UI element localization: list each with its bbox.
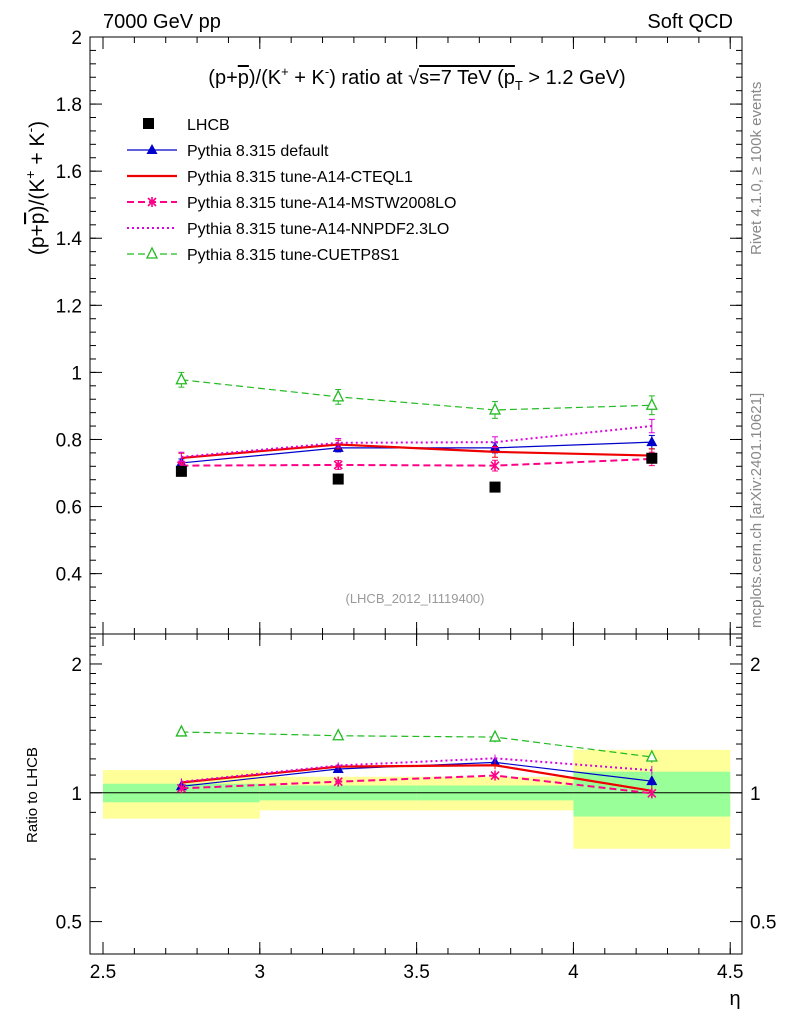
y-tick-label: 1.8 (56, 95, 82, 116)
y-tick-label: 1.6 (56, 162, 82, 183)
x-tick-label: 4.5 (717, 962, 743, 983)
legend-marker-0 (146, 144, 158, 154)
ratio-plot-marks (175, 724, 658, 799)
ratio-line-2 (181, 774, 652, 795)
ratio-point (647, 788, 657, 799)
ratio-point (332, 728, 345, 741)
ratio-frame (89, 633, 743, 955)
ratio-point (333, 776, 343, 787)
legend-label-0: Pythia 8.315 default (187, 143, 329, 160)
data-point-lhcb (646, 452, 658, 464)
ratio-line-3 (181, 757, 652, 783)
series-line-4 (181, 379, 652, 411)
data-point-lhcb (332, 473, 344, 485)
legend-label-lhcb: LHCB (187, 117, 230, 134)
y-tick-label: 0.8 (56, 430, 82, 451)
ratio-line-1 (181, 764, 652, 792)
series-line-2 (181, 457, 652, 467)
series-point (332, 389, 345, 402)
legend-label-1: Pythia 8.315 tune-A14-CTEQL1 (187, 169, 413, 186)
series-point (646, 436, 658, 447)
y-tick-label: 1 (71, 363, 82, 384)
x-axis-label: η (729, 988, 740, 1010)
x-tick-label: 3.5 (403, 962, 429, 983)
ratio-bands (90, 749, 742, 849)
y-tick-label: 0.6 (56, 498, 82, 519)
analysis-id: (LHCB_2012_I1119400) (345, 591, 484, 606)
ratio-point (646, 775, 658, 786)
series-line-3 (181, 425, 652, 458)
x-tick-label: 4 (568, 962, 579, 983)
y-axis-label: (p+p)/(K+ + K-) (22, 121, 49, 255)
ratio-y-tick-label: 1 (71, 784, 82, 805)
plot-title: (p+p)/(K+ + K-) ratio at √s=7 TeV (pT > … (208, 64, 625, 93)
legend-label-4: Pythia 8.315 tune-CUETP8S1 (187, 247, 400, 264)
pbar-overline: p (238, 67, 249, 89)
legend-label-2: Pythia 8.315 tune-A14-MSTW2008LO (187, 195, 456, 212)
y-tick-label: 2 (71, 28, 82, 49)
ratio-point (645, 749, 658, 762)
y-tick-label: 0.4 (56, 565, 83, 586)
data-point-lhcb (175, 465, 187, 477)
series-line-1 (181, 443, 652, 460)
series-point (490, 460, 500, 471)
ratio-point (488, 729, 502, 742)
series-point (645, 397, 658, 410)
ratio-line-4 (181, 731, 652, 758)
legend-marker-2 (147, 197, 157, 207)
legend-label-3: Pythia 8.315 tune-A14-NNPDF2.3LO (187, 221, 449, 238)
ratio-point (175, 724, 188, 737)
header-right: Soft QCD (647, 11, 733, 33)
data-point-lhcb (489, 481, 501, 493)
ratio-y-tick-label-right: 1 (750, 784, 761, 805)
mcplots-label: mcplots.cern.ch [arXiv:2401.10621] (748, 393, 765, 628)
ratio-y-tick-label: 2 (71, 655, 82, 676)
series-point (333, 459, 343, 470)
rivet-label: Rivet 4.1.0, ≥ 100k events (748, 82, 765, 255)
ratio-point (490, 770, 500, 781)
ratio-y-axis-label: Ratio to LHCB (24, 747, 41, 843)
series-point (488, 402, 502, 415)
ratio-y-tick-label-right: 0.5 (750, 913, 776, 934)
x-tick-label: 2.5 (90, 962, 116, 983)
series-point (175, 372, 188, 385)
ratio-y-tick-label-right: 2 (750, 655, 761, 676)
y-tick-label: 1.4 (56, 229, 83, 250)
legend: LHCB Pythia 8.315 default Pythia 8.315 tun… (127, 117, 456, 264)
y-tick-label: 1.2 (56, 296, 82, 317)
x-tick-label: 3 (255, 962, 266, 983)
legend-marker-lhcb (143, 118, 154, 129)
header-left: 7000 GeV pp (103, 11, 221, 33)
ratio-y-tick-label: 0.5 (56, 913, 82, 934)
main-plot-marks (175, 371, 658, 493)
axes: 2.5 3 3.5 4 4.5 0.4 0.6 0.8 1 1.2 1.4 1.6 1.8 2 0.5 0.5… (56, 28, 777, 983)
legend-marker-4 (145, 246, 159, 259)
